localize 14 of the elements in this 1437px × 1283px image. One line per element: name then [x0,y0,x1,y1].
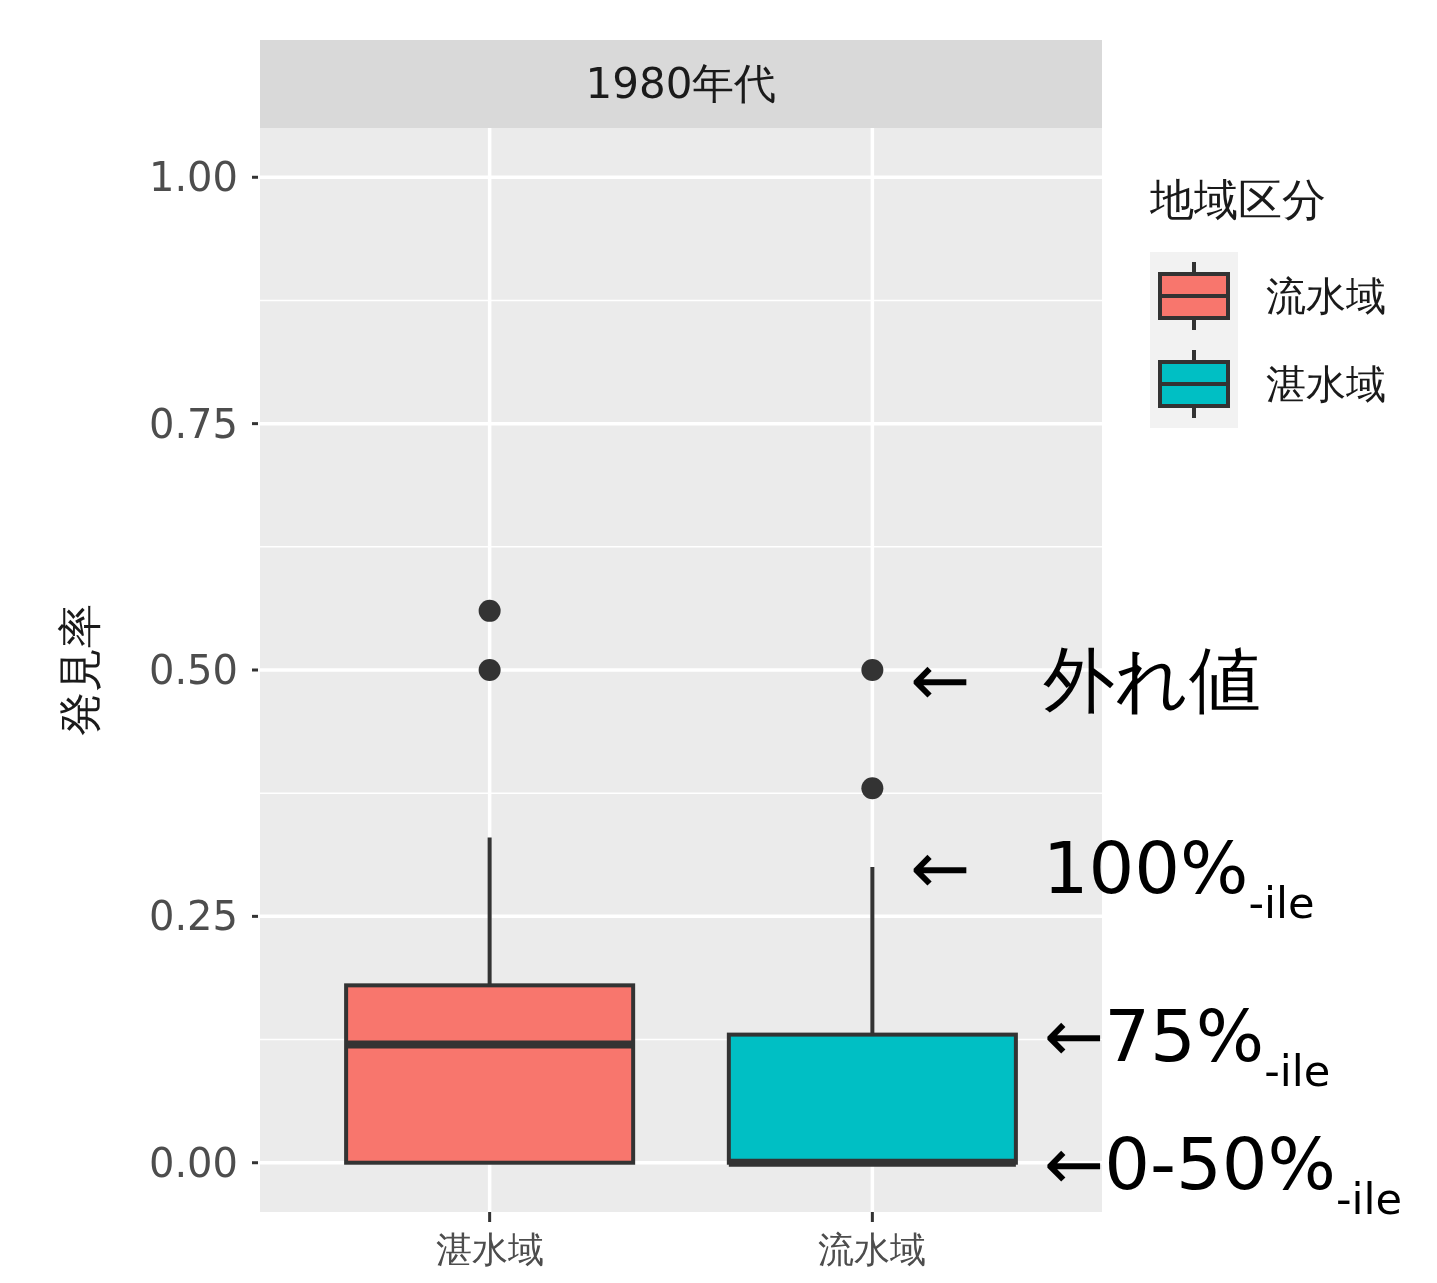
y-tick-label: 0.75 [148,400,238,447]
legend-label: 流水域 [1266,273,1386,319]
annotation: ← 外れ値 [910,638,1261,722]
legend-title: 地域区分 [1149,174,1326,225]
y-tick-label: 0.50 [148,647,238,693]
annotation: ← 100%$_{-ile}$ [910,826,1315,929]
annotation: ←75%$_{-ile}$ [1043,993,1331,1096]
y-tick-label: 0.00 [148,1139,238,1186]
chart-title: 1980年代 [585,59,777,108]
legend-label: 湛水域 [1266,361,1386,407]
annotation: ←0-50%$_{-ile}$ [1043,1121,1403,1224]
y-tick-label: 1.00 [148,154,238,201]
y-axis-title: 発見率 [54,604,105,736]
y-tick-label: 0.25 [148,893,238,940]
